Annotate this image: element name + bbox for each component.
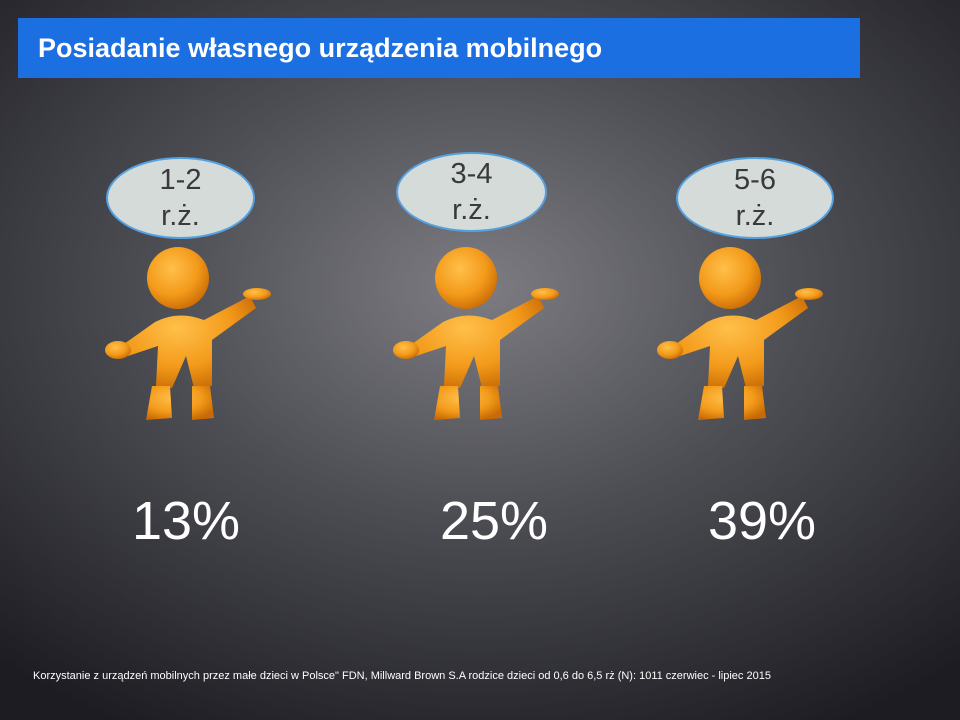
age-bubble-3-line1: 5-6 [734, 163, 776, 196]
person-figure-icon [388, 236, 568, 426]
age-bubble-1-line2: r.ż. [161, 200, 200, 232]
source-footnote: Korzystanie z urządzeń mobilnych przez m… [33, 670, 771, 682]
person-figure-icon [652, 236, 832, 426]
percent-3: 39% [707, 491, 817, 551]
age-bubble-3: 5-6 r.ż. [676, 157, 834, 239]
percent-2: 25% [439, 491, 549, 551]
page-title: Posiadanie własnego urządzenia mobilnego [38, 32, 603, 63]
percent-1: 13% [131, 491, 241, 551]
age-bubble-3-line2: r.ż. [735, 200, 775, 232]
age-bubble-1-line1: 1-2 [159, 163, 202, 196]
person-figure-icon [100, 236, 280, 426]
title-bar: Posiadanie własnego urządzenia mobilnego [18, 18, 860, 78]
age-bubble-2: 3-4 r.ż. [396, 152, 547, 232]
age-bubble-2-line2: r.ż. [452, 194, 491, 226]
age-bubble-2-line1: 3-4 [450, 157, 493, 190]
age-bubble-1: 1-2 r.ż. [106, 157, 255, 239]
